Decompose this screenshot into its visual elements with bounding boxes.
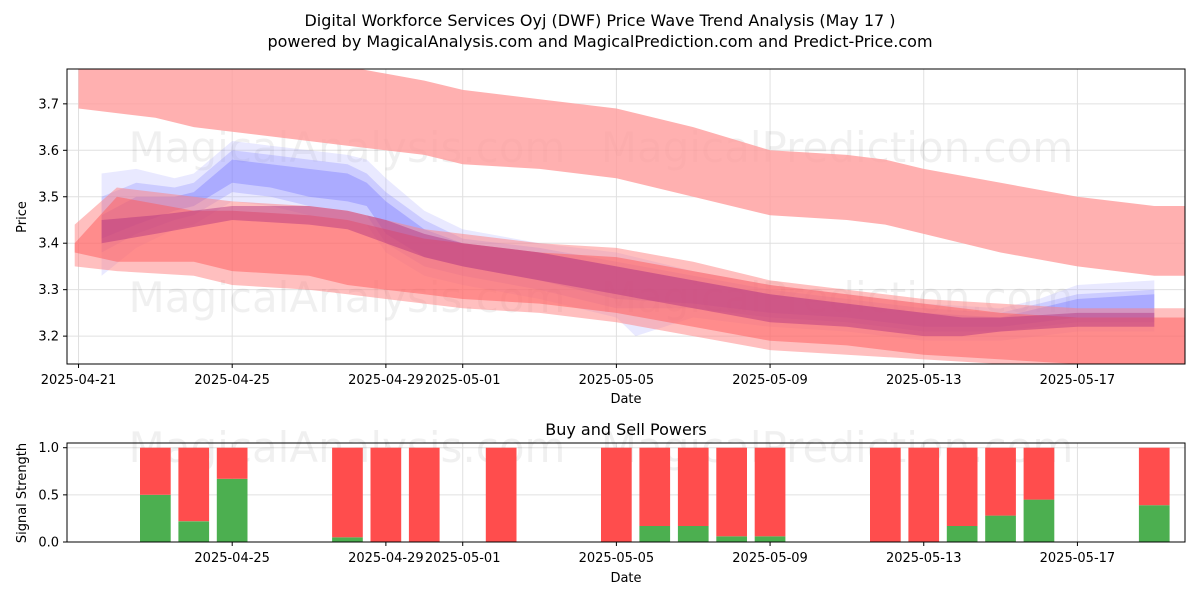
price-y-tick-label: 3.3 — [38, 283, 59, 298]
price-ylabel: Price — [15, 201, 30, 233]
signal-x-tick-label: 2025-05-05 — [579, 551, 655, 566]
signal-plot-frame — [66, 442, 1186, 543]
signal-y-tick-label: 0.0 — [38, 536, 59, 551]
sell-bar — [985, 447, 1016, 516]
signal-xlabel: Date — [610, 571, 641, 586]
price-y-tick-label: 3.7 — [38, 97, 59, 112]
signal-x-tick-label: 2025-05-09 — [732, 551, 808, 566]
signal-axis-ticks: 2025-04-25 2025-04-29 2025-05-01 2025-05-05… — [38, 441, 1115, 566]
buy-bar — [639, 526, 671, 542]
sell-bar — [332, 447, 363, 538]
signal-bars — [140, 447, 1170, 542]
sell-bar — [677, 447, 709, 526]
price-bands — [74, 69, 1185, 364]
buy-bar — [1023, 499, 1055, 542]
sell-bar — [908, 447, 940, 542]
band-upper-red-band — [78, 69, 1185, 276]
price-x-tick-label: 2025-04-25 — [194, 373, 270, 388]
sell-bar — [408, 447, 440, 542]
sell-bar — [140, 447, 171, 495]
signal-title: Buy and Sell Powers — [545, 420, 707, 439]
sell-bar — [754, 447, 786, 537]
price-y-tick-label: 3.6 — [38, 144, 59, 159]
price-x-tick-label: 2025-05-05 — [579, 373, 655, 388]
signal-x-tick-label: 2025-05-13 — [886, 551, 962, 566]
price-x-tick-label: 2025-05-09 — [732, 373, 808, 388]
signal-x-tick-label: 2025-05-01 — [425, 551, 501, 566]
price-y-tick-label: 3.5 — [38, 190, 59, 205]
buy-bar — [332, 537, 363, 542]
price-plot-frame — [66, 68, 1186, 365]
signal-x-tick-label: 2025-05-17 — [1040, 551, 1116, 566]
buy-bar — [716, 536, 747, 542]
band-blue-band-core — [101, 159, 1155, 327]
buy-bar — [985, 515, 1016, 542]
buy-bar — [677, 526, 709, 542]
signal-x-tick-label: 2025-04-25 — [194, 551, 270, 566]
sell-bar — [946, 447, 978, 526]
buy-bar — [754, 536, 786, 542]
price-x-tick-label: 2025-04-29 — [348, 373, 424, 388]
price-axis-ticks: 2025-04-21 2025-04-25 2025-04-29 2025-05-01… — [38, 97, 1115, 388]
buy-bar — [216, 478, 248, 542]
sell-bar — [216, 447, 248, 479]
band-purple-core — [101, 206, 1155, 337]
band-blue-band-mid — [101, 150, 1155, 332]
band-red-band-mid — [74, 196, 1185, 364]
chart-title-line1: Digital Workforce Services Oyj (DWF) Pri… — [304, 11, 895, 30]
signal-y-tick-label: 1.0 — [38, 441, 59, 456]
sell-bar — [485, 447, 517, 542]
buy-bar — [946, 526, 978, 542]
sell-bar — [639, 447, 671, 526]
price-y-tick-label: 3.2 — [38, 330, 59, 345]
buy-bar — [140, 494, 171, 542]
sell-bar — [1023, 447, 1055, 500]
price-x-tick-label: 2025-04-21 — [41, 373, 117, 388]
sell-bar — [178, 447, 210, 522]
buy-bar — [178, 521, 210, 542]
price-x-tick-label: 2025-05-13 — [886, 373, 962, 388]
band-blue-band-wide — [101, 141, 1155, 341]
signal-ylabel: Signal Strength — [15, 443, 30, 543]
chart-title-line2: powered by MagicalAnalysis.com and Magic… — [267, 32, 932, 51]
price-x-tick-label: 2025-05-17 — [1040, 373, 1116, 388]
sell-bar — [870, 447, 901, 542]
price-plot: MagicalAnalysis.com MagicalPrediction.co… — [15, 68, 1186, 407]
sell-bar — [601, 447, 632, 542]
sell-bar — [370, 447, 402, 542]
signal-x-tick-label: 2025-04-29 — [348, 551, 424, 566]
sell-bar — [716, 447, 747, 537]
signal-plot: Buy and Sell Powers MagicalAnalysis.com … — [15, 420, 1186, 586]
price-x-tick-label: 2025-05-01 — [425, 373, 501, 388]
signal-y-tick-label: 0.5 — [38, 488, 59, 503]
price-xlabel: Date — [610, 392, 641, 407]
buy-bar — [1138, 505, 1170, 542]
price-y-tick-label: 3.4 — [38, 237, 59, 252]
sell-bar — [1138, 447, 1170, 506]
